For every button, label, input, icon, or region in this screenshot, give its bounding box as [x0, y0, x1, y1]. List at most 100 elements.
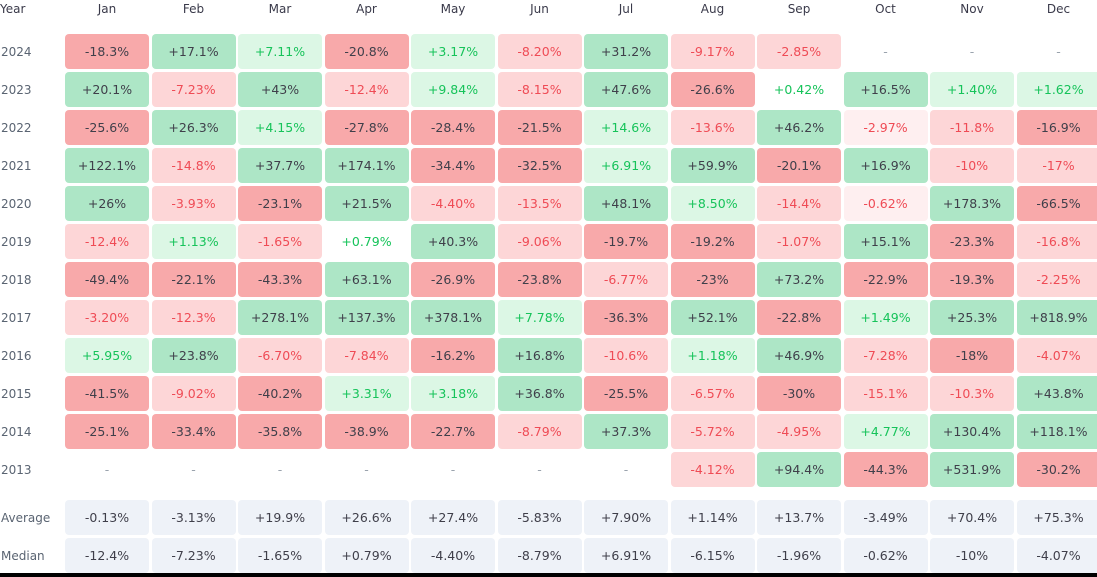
return-cell[interactable]: -15.1% — [843, 376, 928, 411]
return-cell[interactable]: -4.07% — [1016, 338, 1097, 373]
return-cell[interactable]: +25.3% — [930, 300, 1014, 335]
return-cell[interactable]: -66.5% — [1016, 186, 1097, 221]
return-cell[interactable]: +43.8% — [1016, 376, 1097, 411]
return-cell[interactable]: +1.13% — [151, 224, 236, 259]
return-cell[interactable]: -49.4% — [65, 262, 149, 297]
return-cell[interactable]: +1.18% — [670, 338, 755, 373]
return-cell[interactable]: -12.3% — [151, 300, 236, 335]
return-cell[interactable]: -30% — [757, 376, 841, 411]
return-cell[interactable]: -5.72% — [670, 414, 755, 449]
return-cell[interactable]: -3.20% — [65, 300, 149, 335]
return-cell[interactable]: -10.6% — [584, 338, 668, 373]
return-cell[interactable]: -4.40% — [411, 186, 495, 221]
return-cell[interactable]: -6.70% — [238, 338, 322, 373]
return-cell[interactable]: -40.2% — [238, 376, 322, 411]
return-cell[interactable]: -9.06% — [497, 224, 582, 259]
return-cell[interactable]: -41.5% — [65, 376, 149, 411]
return-cell[interactable]: -30.2% — [1016, 452, 1097, 487]
return-cell[interactable]: +48.1% — [584, 186, 668, 221]
return-cell[interactable]: +137.3% — [324, 300, 409, 335]
return-cell[interactable]: -23% — [670, 262, 755, 297]
return-cell[interactable]: -8.20% — [497, 34, 582, 69]
return-cell[interactable]: -4.95% — [757, 414, 841, 449]
return-cell[interactable]: +37.3% — [584, 414, 668, 449]
return-cell[interactable]: +130.4% — [930, 414, 1014, 449]
return-cell[interactable]: +6.91% — [584, 148, 668, 183]
return-cell[interactable]: - — [1056, 44, 1061, 59]
return-cell[interactable]: +15.1% — [843, 224, 928, 259]
return-cell[interactable]: -22.7% — [411, 414, 495, 449]
return-cell[interactable]: -14.4% — [757, 186, 841, 221]
return-cell[interactable]: +31.2% — [584, 34, 668, 69]
return-cell[interactable]: +0.42% — [757, 72, 841, 107]
return-cell[interactable]: +0.79% — [324, 224, 409, 259]
return-cell[interactable]: +59.9% — [670, 148, 755, 183]
return-cell[interactable]: +43% — [238, 72, 322, 107]
return-cell[interactable]: -19.2% — [670, 224, 755, 259]
return-cell[interactable]: -16.2% — [411, 338, 495, 373]
return-cell[interactable]: -25.6% — [65, 110, 149, 145]
return-cell[interactable]: -9.17% — [670, 34, 755, 69]
return-cell[interactable]: +1.49% — [843, 300, 928, 335]
return-cell[interactable]: - — [104, 462, 110, 477]
return-cell[interactable]: +122.1% — [65, 148, 149, 183]
return-cell[interactable]: -2.85% — [757, 34, 841, 69]
return-cell[interactable]: -20.1% — [757, 148, 841, 183]
return-cell[interactable]: -23.8% — [497, 262, 582, 297]
return-cell[interactable]: -17% — [1016, 148, 1097, 183]
return-cell[interactable]: -14.8% — [151, 148, 236, 183]
return-cell[interactable]: -2.97% — [843, 110, 928, 145]
return-cell[interactable]: -1.65% — [238, 224, 322, 259]
return-cell[interactable]: - — [450, 462, 456, 477]
return-cell[interactable]: +5.95% — [65, 338, 149, 373]
return-cell[interactable]: +20.1% — [65, 72, 149, 107]
return-cell[interactable]: +818.9% — [1016, 300, 1097, 335]
return-cell[interactable]: +3.31% — [324, 376, 409, 411]
return-cell[interactable]: +46.2% — [757, 110, 841, 145]
return-cell[interactable]: -22.1% — [151, 262, 236, 297]
return-cell[interactable]: -0.62% — [843, 186, 928, 221]
return-cell[interactable]: -22.9% — [843, 262, 928, 297]
return-cell[interactable]: -25.1% — [65, 414, 149, 449]
return-cell[interactable]: -18.3% — [65, 34, 149, 69]
return-cell[interactable]: - — [191, 462, 196, 477]
return-cell[interactable]: -9.02% — [151, 376, 236, 411]
return-cell[interactable]: +118.1% — [1016, 414, 1097, 449]
return-cell[interactable]: -13.6% — [670, 110, 755, 145]
return-cell[interactable]: -23.3% — [930, 224, 1014, 259]
return-cell[interactable]: +278.1% — [238, 300, 322, 335]
return-cell[interactable]: -44.3% — [843, 452, 928, 487]
return-cell[interactable]: -6.77% — [584, 262, 668, 297]
return-cell[interactable]: -3.93% — [151, 186, 236, 221]
return-cell[interactable]: +531.9% — [930, 452, 1014, 487]
return-cell[interactable]: -6.57% — [670, 376, 755, 411]
return-cell[interactable]: - — [277, 462, 283, 477]
return-cell[interactable]: +94.4% — [757, 452, 841, 487]
return-cell[interactable]: -10% — [930, 148, 1014, 183]
return-cell[interactable]: +174.1% — [324, 148, 409, 183]
return-cell[interactable]: -25.5% — [584, 376, 668, 411]
return-cell[interactable]: -32.5% — [497, 148, 582, 183]
return-cell[interactable]: -7.23% — [151, 72, 236, 107]
return-cell[interactable]: +17.1% — [151, 34, 236, 69]
return-cell[interactable]: +4.77% — [843, 414, 928, 449]
return-cell[interactable]: +14.6% — [584, 110, 668, 145]
return-cell[interactable]: - — [883, 44, 888, 59]
return-cell[interactable]: -27.8% — [324, 110, 409, 145]
return-cell[interactable]: -38.9% — [324, 414, 409, 449]
return-cell[interactable]: -22.8% — [757, 300, 841, 335]
return-cell[interactable]: -10.3% — [930, 376, 1014, 411]
return-cell[interactable]: +9.84% — [411, 72, 495, 107]
return-cell[interactable]: - — [364, 462, 369, 477]
return-cell[interactable]: -23.1% — [238, 186, 322, 221]
return-cell[interactable]: +46.9% — [757, 338, 841, 373]
return-cell[interactable]: -16.9% — [1016, 110, 1097, 145]
return-cell[interactable]: -12.4% — [324, 72, 409, 107]
return-cell[interactable]: +73.2% — [757, 262, 841, 297]
return-cell[interactable]: -35.8% — [238, 414, 322, 449]
return-cell[interactable]: -2.25% — [1016, 262, 1097, 297]
return-cell[interactable]: +40.3% — [411, 224, 495, 259]
return-cell[interactable]: -20.8% — [324, 34, 409, 69]
return-cell[interactable]: +63.1% — [324, 262, 409, 297]
return-cell[interactable]: +26% — [65, 186, 149, 221]
